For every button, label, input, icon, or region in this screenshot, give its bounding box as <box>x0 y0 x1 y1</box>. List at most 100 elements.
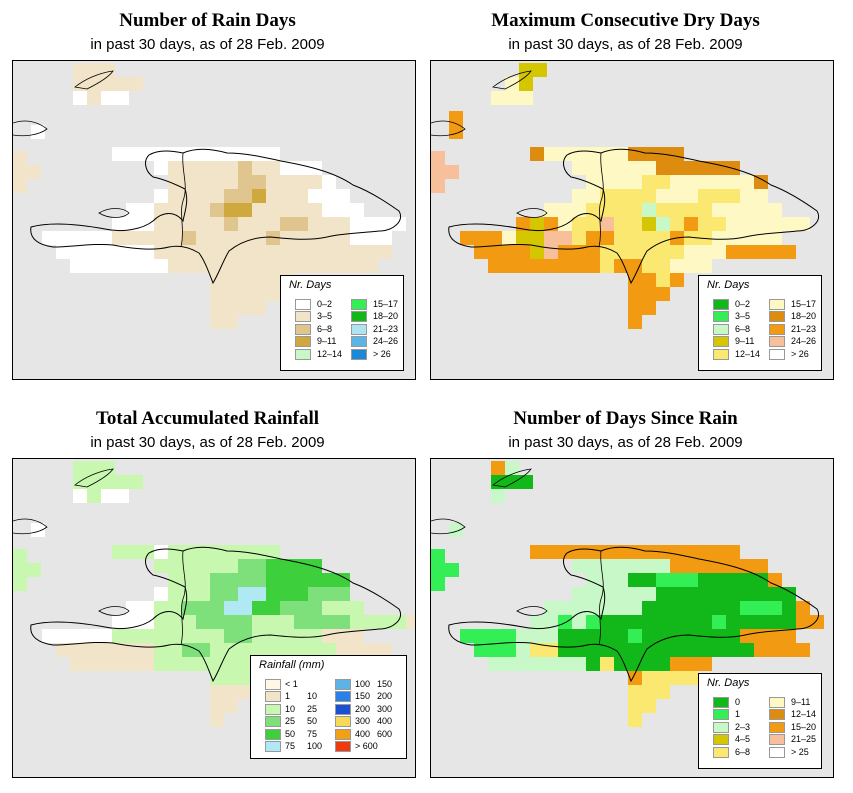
grid-cell <box>322 245 336 259</box>
grid-cell <box>614 175 628 189</box>
grid-cell <box>628 161 642 175</box>
grid-cell <box>364 217 378 231</box>
grid-cell <box>684 573 698 587</box>
grid-cell <box>670 643 684 657</box>
grid-cell <box>168 643 182 657</box>
grid-cell <box>84 629 98 643</box>
grid-cell <box>210 615 224 629</box>
grid-cell <box>140 657 154 671</box>
map-rain-days <box>12 60 416 380</box>
grid-cell <box>628 231 642 245</box>
grid-cell <box>210 315 224 329</box>
grid-cell <box>196 217 210 231</box>
grid-cell <box>224 629 238 643</box>
grid-cell <box>224 217 238 231</box>
grid-cell <box>488 629 502 643</box>
grid-cell <box>698 615 712 629</box>
legend-label: 12–14 <box>791 709 817 720</box>
grid-cell <box>168 161 182 175</box>
legend-swatch <box>295 299 311 310</box>
grid-cell <box>642 685 656 699</box>
legend-label-low: 300 <box>355 716 371 727</box>
grid-cell <box>294 643 308 657</box>
grid-svg <box>431 63 819 329</box>
legend-label: 15–17 <box>791 299 817 309</box>
grid-cell <box>168 259 182 273</box>
grid-cell <box>586 615 600 629</box>
grid-cell <box>586 643 600 657</box>
grid-cell <box>224 189 238 203</box>
grid-cell <box>726 245 740 259</box>
legend-label: 21–25 <box>791 734 817 745</box>
grid-cell <box>684 231 698 245</box>
grid-cell <box>754 643 768 657</box>
grid-cell <box>572 189 586 203</box>
grid-cell <box>628 657 642 671</box>
grid-cell <box>224 175 238 189</box>
grid-cell <box>224 685 238 699</box>
grid-cell <box>614 587 628 601</box>
grid-cell <box>126 231 140 245</box>
grid-cell <box>70 245 84 259</box>
grid-cell <box>126 203 140 217</box>
grid-cell <box>754 175 768 189</box>
grid-cell <box>73 489 87 503</box>
legend-label-low: 10 <box>285 703 296 714</box>
grid-cell <box>182 643 196 657</box>
grid-cell <box>544 545 558 559</box>
grid-cell <box>266 175 280 189</box>
grid-cell <box>56 231 70 245</box>
grid-cell <box>196 203 210 217</box>
grid-cell <box>558 615 572 629</box>
grid-cell <box>224 559 238 573</box>
grid-cell <box>140 245 154 259</box>
grid-cell <box>698 217 712 231</box>
grid-cell <box>140 643 154 657</box>
legend-swatch <box>265 691 281 703</box>
grid-cell <box>266 273 280 287</box>
legend-swatch <box>769 336 785 348</box>
legend-label-low: 1 <box>285 691 291 702</box>
grid-cell <box>502 245 516 259</box>
grid-cell <box>670 161 684 175</box>
grid-cell <box>87 91 101 105</box>
grid-cell <box>670 657 684 671</box>
grid-cell <box>544 147 558 161</box>
grid-cell <box>87 475 101 489</box>
grid-cell <box>42 231 56 245</box>
grid-cell <box>350 245 364 259</box>
legend-swatch <box>713 734 729 746</box>
legend-title: Nr. Days <box>289 279 332 291</box>
grid-cell <box>238 573 252 587</box>
grid-cell <box>600 231 614 245</box>
grid-cell <box>628 615 642 629</box>
grid-cell <box>558 657 572 671</box>
grid-cell <box>101 91 115 105</box>
grid-cell <box>628 685 642 699</box>
grid-cell <box>70 629 84 643</box>
legend-label: 0 <box>735 697 741 707</box>
grid-cell <box>70 231 84 245</box>
grid-cell <box>642 273 656 287</box>
grid-cell <box>712 559 726 573</box>
grid-cell <box>768 203 782 217</box>
grid-cell <box>544 657 558 671</box>
grid-cell <box>98 657 112 671</box>
grid-cell <box>252 259 266 273</box>
legend-label-high: 10 <box>307 691 318 702</box>
grid-cell <box>252 147 266 161</box>
grid-cell <box>505 475 519 489</box>
grid-cell <box>73 91 87 105</box>
grid-cell <box>586 559 600 573</box>
grid-cell <box>168 559 182 573</box>
grid-cell <box>238 273 252 287</box>
grid-cell <box>252 573 266 587</box>
grid-cell <box>656 161 670 175</box>
panel-title: Maximum Consecutive Dry Days <box>491 10 760 31</box>
grid-cell <box>530 615 544 629</box>
grid-cell <box>70 657 84 671</box>
grid-cell <box>322 259 336 273</box>
grid-cell <box>712 203 726 217</box>
legend-label: 12–14 <box>735 348 761 359</box>
grid-cell <box>460 231 474 245</box>
